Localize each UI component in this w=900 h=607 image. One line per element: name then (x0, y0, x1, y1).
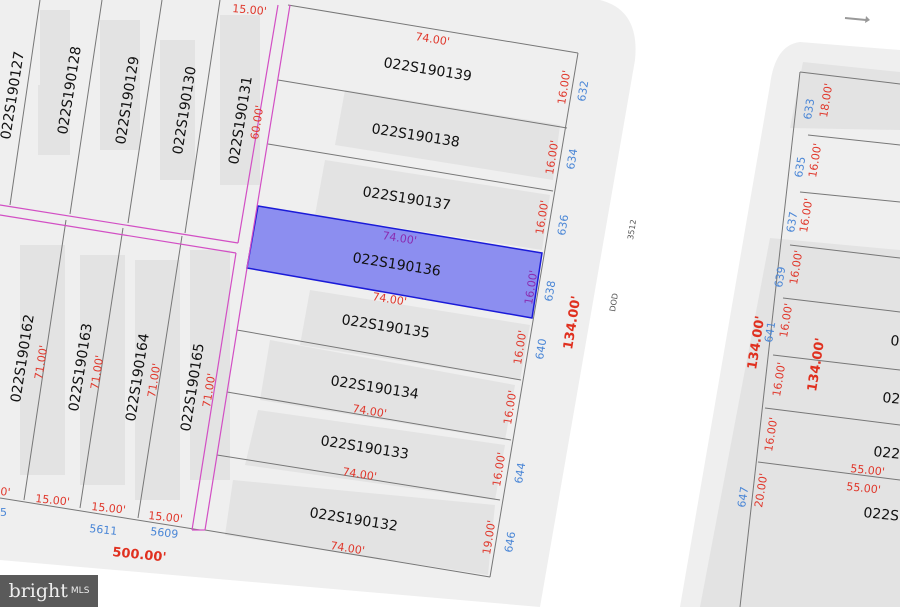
logo-suffix: MLS (70, 586, 90, 596)
street-code-label: 3512 (626, 219, 638, 241)
east-block-labels: 633 635 637 639 641 647 18.00' 16.00' 16… (735, 82, 900, 524)
svg-text:16.00': 16.00' (762, 416, 780, 452)
svg-text:16.00': 16.00' (770, 361, 788, 397)
svg-text:15.00': 15.00' (35, 492, 71, 509)
svg-text:71.00': 71.00' (200, 372, 218, 408)
svg-text:15.00': 15.00' (91, 500, 127, 517)
svg-text:16.00': 16.00' (533, 199, 551, 235)
svg-text:635: 635 (792, 156, 808, 179)
svg-text:16.00': 16.00' (797, 197, 815, 233)
svg-text:647: 647 (735, 486, 751, 509)
svg-text:18.00': 18.00' (817, 82, 835, 118)
svg-text:644: 644 (512, 462, 528, 485)
svg-text:022: 022 (873, 444, 900, 463)
street-name-label: DOD (608, 293, 620, 313)
alley-boundaries (0, 4, 291, 531)
svg-text:634: 634 (564, 148, 580, 171)
svg-text:74.00': 74.00' (352, 402, 388, 420)
svg-text:16.00': 16.00' (490, 451, 508, 487)
svg-text:632: 632 (575, 80, 591, 103)
svg-text:74.00': 74.00' (330, 539, 366, 557)
logo-brand: bright (8, 580, 68, 602)
svg-text:16.00': 16.00' (777, 302, 795, 338)
svg-text:19.00': 19.00' (480, 519, 498, 555)
svg-text:16.00': 16.00' (511, 329, 529, 365)
svg-text:71.00': 71.00' (145, 362, 163, 398)
svg-text:637: 637 (784, 211, 800, 234)
svg-text:71.00': 71.00' (32, 344, 50, 380)
svg-text:0': 0' (0, 485, 11, 499)
svg-text:5611: 5611 (89, 522, 118, 538)
street-south (0, 560, 540, 607)
bright-mls-logo: bright MLS (0, 575, 98, 607)
svg-text:5: 5 (0, 506, 7, 519)
svg-text:60.00': 60.00' (248, 104, 266, 140)
svg-text:640: 640 (533, 338, 549, 361)
svg-text:20.00': 20.00' (752, 472, 770, 508)
svg-text:74.00': 74.00' (372, 290, 408, 308)
svg-text:646: 646 (502, 531, 518, 554)
svg-text:022S: 022S (863, 505, 900, 525)
svg-text:16.00': 16.00' (806, 142, 824, 178)
svg-text:500.00': 500.00' (112, 545, 167, 566)
svg-text:16.00': 16.00' (501, 389, 519, 425)
svg-text:74.00': 74.00' (382, 229, 418, 247)
svg-text:55.00': 55.00' (846, 480, 882, 497)
svg-text:639: 639 (772, 266, 788, 289)
svg-text:16.00': 16.00' (555, 69, 573, 105)
svg-text:641: 641 (762, 321, 778, 344)
svg-text:15.00': 15.00' (148, 509, 184, 526)
svg-text:02: 02 (882, 390, 900, 408)
svg-text:633: 633 (801, 98, 817, 121)
svg-text:638: 638 (542, 280, 558, 303)
svg-text:71.00': 71.00' (88, 354, 106, 390)
north-arrow-icon (844, 16, 870, 23)
svg-text:5609: 5609 (150, 525, 179, 541)
svg-text:16.00': 16.00' (522, 269, 540, 305)
svg-text:74.00': 74.00' (415, 30, 451, 48)
buildings (20, 10, 560, 575)
svg-text:636: 636 (555, 214, 571, 237)
svg-text:15.00': 15.00' (232, 2, 268, 18)
svg-text:55.00': 55.00' (850, 462, 886, 479)
svg-text:0: 0 (890, 333, 900, 350)
svg-text:16.00': 16.00' (543, 139, 561, 175)
svg-text:74.00': 74.00' (342, 465, 378, 483)
svg-text:16.00': 16.00' (787, 249, 805, 285)
